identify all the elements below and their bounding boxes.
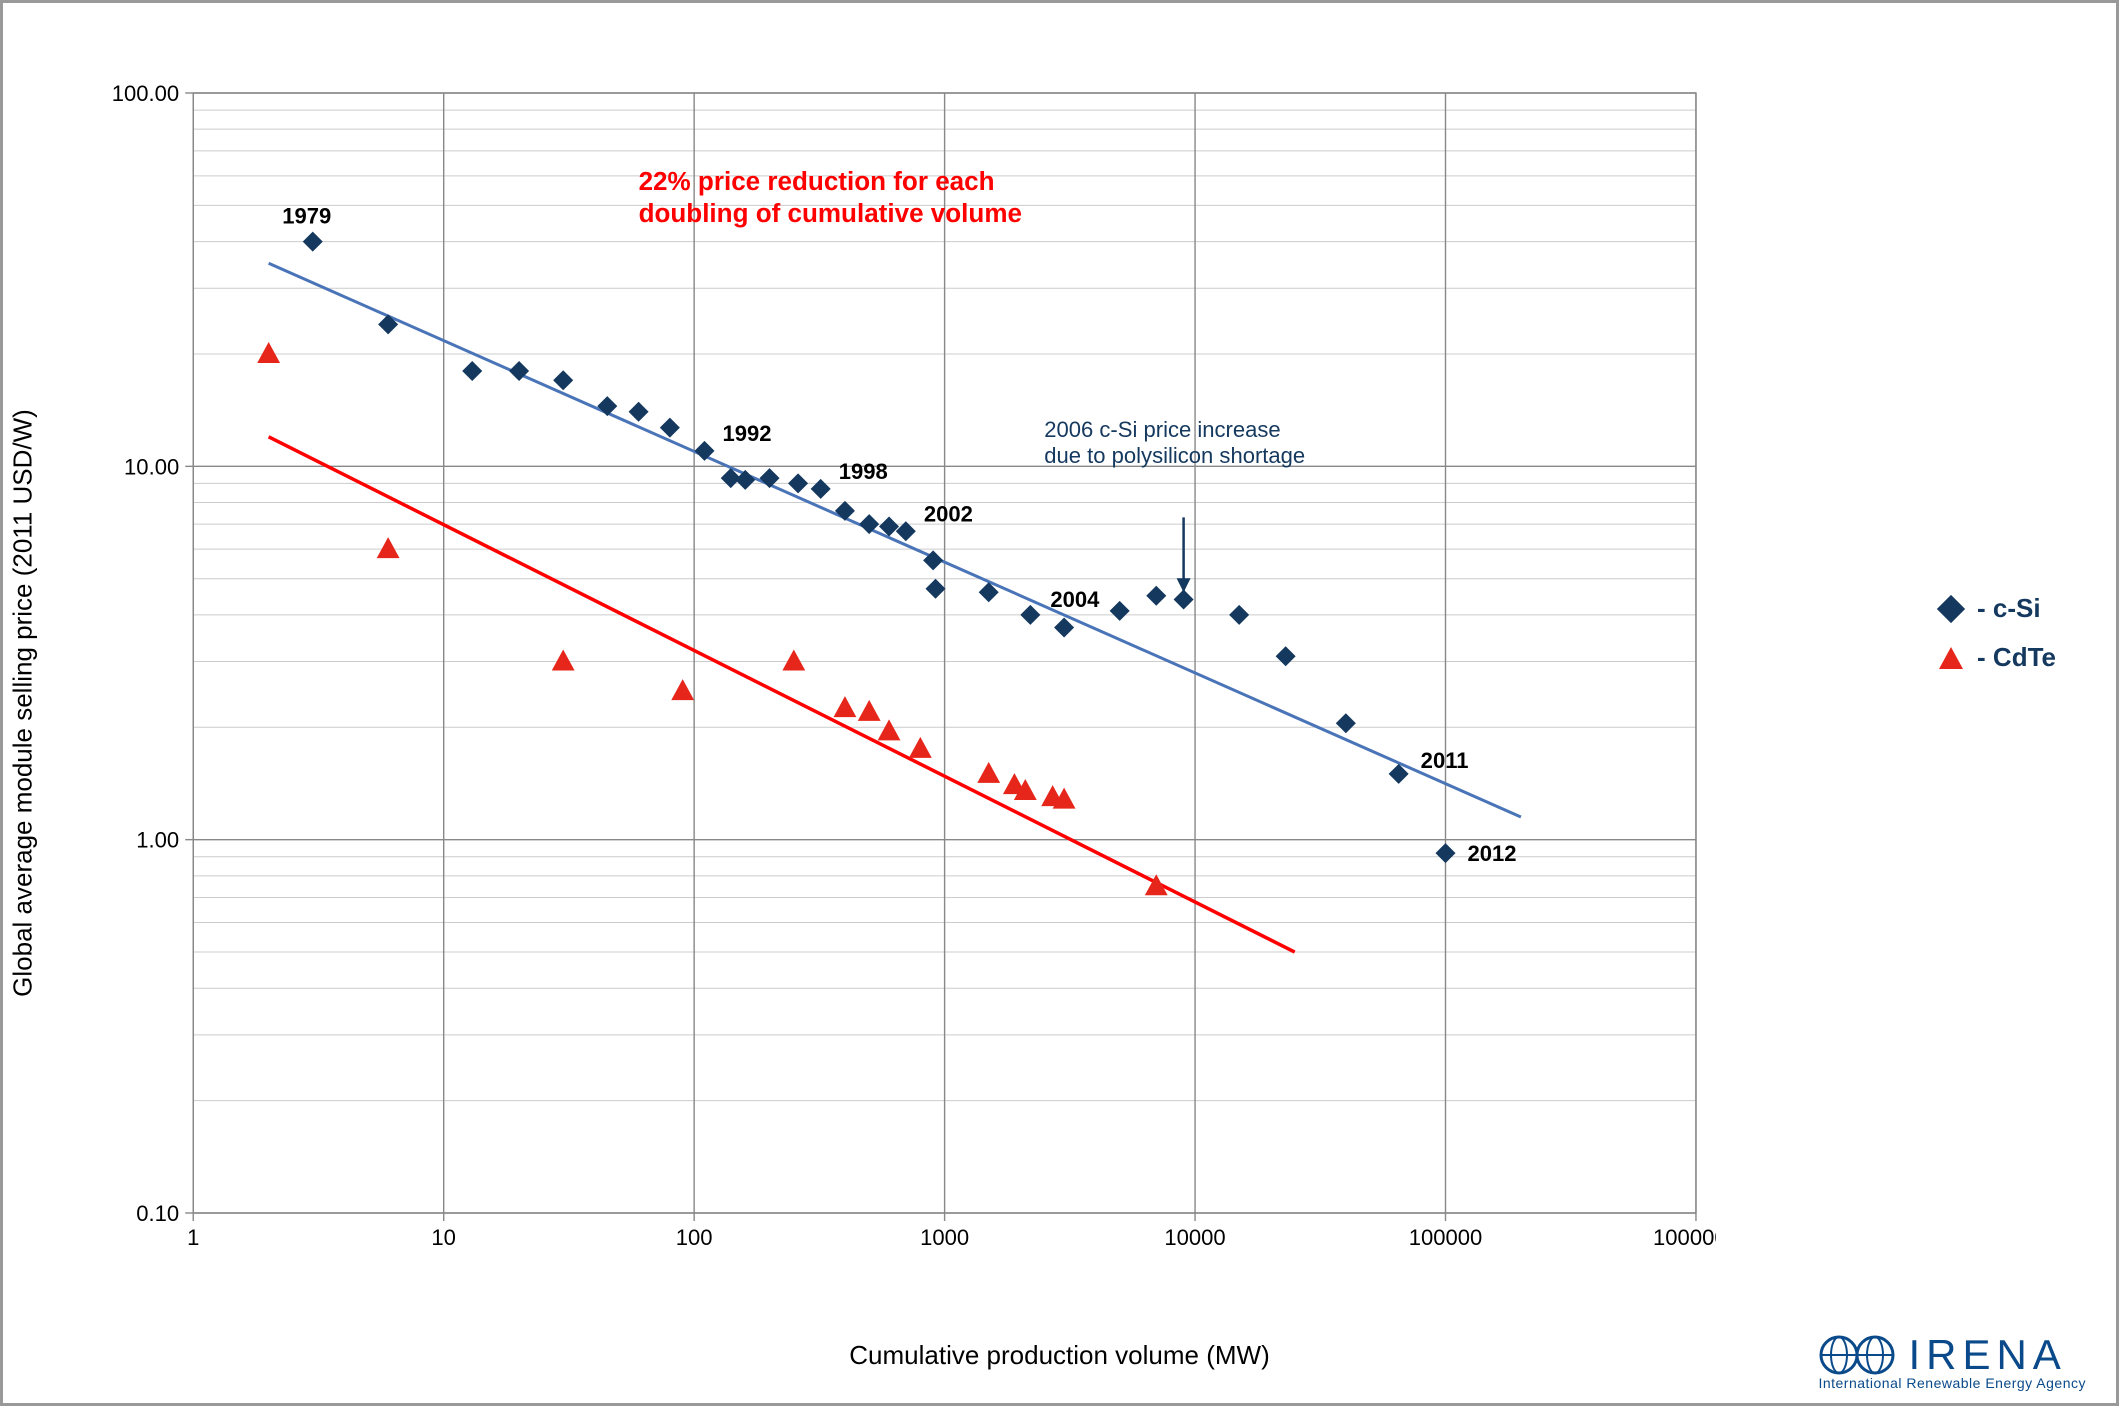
- logo-text: IRENA: [1908, 1331, 2066, 1379]
- legend-item-csi: - c-Si: [1937, 593, 2056, 624]
- svg-text:due to polysilicon shortage: due to polysilicon shortage: [1044, 443, 1305, 468]
- svg-text:10000: 10000: [1164, 1225, 1225, 1250]
- legend-item-cdte: - CdTe: [1937, 642, 2056, 673]
- irena-logo: IRENA International Renewable Energy Age…: [1818, 1331, 2086, 1391]
- svg-text:1: 1: [187, 1225, 199, 1250]
- svg-text:22% price reduction for each: 22% price reduction for each: [639, 166, 995, 196]
- svg-text:1979: 1979: [282, 204, 331, 229]
- legend: - c-Si - CdTe: [1937, 593, 2056, 691]
- svg-text:10.00: 10.00: [124, 454, 179, 479]
- svg-text:100: 100: [676, 1225, 713, 1250]
- x-axis-label: Cumulative production volume (MW): [849, 1340, 1269, 1371]
- plot-svg: 1 10 100 1000 10000 100000 1000000 0.10 1.00 10.0…: [63, 33, 1716, 1293]
- legend-label: - c-Si: [1977, 593, 2041, 624]
- svg-text:10: 10: [431, 1225, 456, 1250]
- svg-text:1998: 1998: [839, 459, 888, 484]
- svg-text:2012: 2012: [1468, 841, 1517, 866]
- diamond-icon: [1937, 594, 1965, 622]
- svg-text:1000: 1000: [920, 1225, 969, 1250]
- globe-icon: [1818, 1334, 1898, 1376]
- svg-text:2011: 2011: [1421, 748, 1469, 773]
- svg-text:100.00: 100.00: [112, 81, 179, 106]
- chart-frame: Global average module selling price (201…: [0, 0, 2119, 1406]
- svg-text:0.10: 0.10: [136, 1201, 179, 1226]
- svg-text:2004: 2004: [1050, 587, 1100, 612]
- svg-text:1992: 1992: [723, 421, 772, 446]
- svg-text:100000: 100000: [1409, 1225, 1483, 1250]
- svg-text:1000000: 1000000: [1653, 1225, 1716, 1250]
- legend-label: - CdTe: [1977, 642, 2056, 673]
- triangle-icon: [1939, 647, 1963, 669]
- plot-area: 1 10 100 1000 10000 100000 1000000 0.10 1.00 10.0…: [63, 33, 1716, 1293]
- svg-text:2006 c-Si price increase: 2006 c-Si price increase: [1044, 417, 1280, 442]
- logo-subtitle: International Renewable Energy Agency: [1818, 1375, 2086, 1391]
- y-axis-label: Global average module selling price (201…: [8, 409, 39, 997]
- svg-text:1.00: 1.00: [136, 828, 179, 853]
- svg-text:doubling of cumulative volume: doubling of cumulative volume: [639, 198, 1022, 228]
- svg-text:2002: 2002: [924, 501, 973, 526]
